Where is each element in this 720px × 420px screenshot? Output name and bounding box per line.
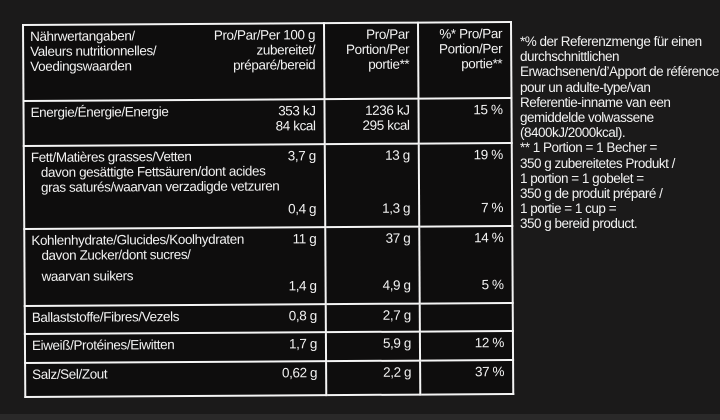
value-per100g: 1,7 g — [288, 336, 318, 352]
value-kj: 1236 kJ — [365, 102, 410, 118]
table-row-fat: Fett/Matières grasses/Vetten davon gesät… — [23, 143, 513, 229]
protein-percent-ri: 12 % — [419, 331, 514, 361]
row-label: Ballaststoffe/Fibres/Vezels — [31, 309, 180, 325]
salt-label-cell: Salz/Sel/Zout 0,62 g — [25, 361, 327, 397]
footnote-line: Erwachsenen/d’Apport de référence — [520, 64, 719, 80]
nutrition-table: Nährwertangaben/ Valeurs nutritionnelles… — [22, 21, 515, 398]
header-per-portion-line: Portion/Per — [345, 41, 410, 58]
value-kcal: 84 kcal — [275, 118, 316, 134]
sub-value-per100g: 0,4 g — [288, 201, 317, 217]
header-per-portion-line: Pro/Par — [366, 26, 410, 42]
footnote-line: Referentie-inname van een — [520, 94, 671, 110]
row-label: Energie/Énergie/Energie — [30, 104, 169, 120]
table-row-fibre: Ballaststoffe/Fibres/Vezels 0,8 g 2,7 g — [24, 303, 513, 334]
sub-row-label: waarvan suikers — [41, 268, 134, 284]
footnote: *% der Referenzmenge für einen durchschn… — [520, 34, 719, 232]
header-percent-ri: %* Pro/Par Portion/Per portie** — [417, 22, 512, 99]
header-per100g-line: préparé/bereid — [232, 57, 316, 73]
fibre-per-portion: 2,7 g — [325, 303, 420, 333]
carbs-per-portion: 37 g 4,9 g — [325, 226, 420, 305]
header-per-portion: Pro/Par Portion/Per portie** — [324, 22, 419, 100]
energy-percent-ri: 15 % — [418, 98, 512, 144]
footnote-line: 350 g bereid product. — [520, 216, 638, 232]
row-label: Kohlenhydrate/Glucides/Koolhydraten — [31, 231, 245, 248]
value-percent: 19 % — [473, 147, 503, 163]
header-per-portion-line: portie** — [368, 56, 410, 72]
fibre-label-cell: Ballaststoffe/Fibres/Vezels 0,8 g — [24, 304, 326, 334]
header-row: Nährwertangaben/ Valeurs nutritionnelles… — [23, 22, 512, 101]
table-row-carbohydrates: Kohlenhydrate/Glucides/Koolhydraten davo… — [24, 226, 513, 306]
value-percent: 15 % — [473, 102, 503, 118]
footnote-line: ** 1 Portion = 1 Becher = — [520, 140, 657, 156]
header-percent-ri-line: portie** — [461, 56, 503, 72]
value-kj: 353 kJ — [278, 103, 316, 119]
sub-value-per-portion: 1,3 g — [382, 200, 411, 216]
sub-row-label: gras saturés/waarvan verzadigde vetzuren — [40, 178, 280, 195]
value-per-portion: 13 g — [385, 147, 410, 163]
energy-label-cell: Energie/Énergie/Energie 353 kJ 84 kcal — [23, 99, 325, 146]
row-label: Fett/Matières grasses/Vetten — [30, 148, 192, 165]
bottom-edge — [0, 414, 720, 420]
sub-row-label: davon gesättigte Fettsäuren/dont acides — [40, 163, 266, 180]
carbs-percent-ri: 14 % 5 % — [419, 226, 513, 304]
carbs-label-cell: Kohlenhydrate/Glucides/Koolhydraten davo… — [24, 227, 326, 306]
salt-percent-ri: 37 % — [420, 360, 514, 395]
footnote-line: 350 g de produit préparé / — [520, 186, 663, 202]
value-per100g: 3,7 g — [287, 148, 316, 164]
fat-label-cell: Fett/Matières grasses/Vetten davon gesät… — [23, 144, 326, 229]
value-percent: 37 % — [474, 364, 505, 380]
value-per-portion: 37 g — [385, 230, 411, 246]
value-per-portion: 2,2 g — [383, 364, 412, 380]
header-per100g-line: Pro/Par/Per 100 g — [213, 27, 316, 43]
table-row-salt: Salz/Sel/Zout 0,62 g 2,2 g 37 % — [25, 360, 514, 397]
table-row-energy: Energie/Énergie/Energie 353 kJ 84 kcal 1… — [23, 98, 512, 146]
sub-value-percent: 5 % — [481, 277, 504, 293]
header-percent-ri-line: %* Pro/Par — [439, 26, 503, 42]
row-label: Salz/Sel/Zout — [32, 366, 108, 382]
fibre-percent-ri — [419, 303, 513, 332]
footnote-line: 1 portie = 1 cup = — [520, 201, 617, 217]
sub-row-label: davon Zucker/dont sucres/ — [41, 246, 191, 263]
value-per100g: 11 g — [292, 231, 317, 247]
value-per-portion: 5,9 g — [382, 335, 412, 351]
sub-value-per-portion: 4,9 g — [382, 277, 411, 293]
value-per100g: 0,8 g — [288, 308, 317, 324]
header-percent-ri-line: Portion/Per — [438, 41, 503, 57]
value-percent: 14 % — [474, 230, 504, 246]
footnote-line: 1 portion = 1 gobelet = — [520, 170, 644, 186]
value-percent: 12 % — [474, 335, 505, 351]
energy-per-portion: 1236 kJ 295 kcal — [324, 98, 419, 145]
sub-value-per100g: 1,4 g — [288, 278, 317, 294]
footnote-line: durchschnittlichen — [520, 49, 620, 65]
value-kcal: 295 kcal — [362, 117, 410, 133]
footnote-line: gemiddelde volwassene — [520, 110, 654, 126]
value-per-portion: 2,7 g — [382, 307, 411, 323]
fat-per-portion: 13 g 1,3 g — [324, 143, 420, 228]
footnote-line: (8400kJ/2000kcal). — [520, 125, 626, 141]
fat-percent-ri: 19 % 7 % — [418, 143, 513, 227]
protein-label-cell: Eiweiß/Protéines/Eiwitten 1,7 g — [24, 332, 327, 363]
row-label: Eiweiß/Protéines/Eiwitten — [31, 337, 175, 353]
footnote-line: *% der Referenzmenge für einen — [520, 34, 702, 49]
table-row-protein: Eiweiß/Protéines/Eiwitten 1,7 g 5,9 g 12… — [24, 331, 514, 363]
header-per100g-line: zubereitet/ — [256, 42, 316, 58]
salt-per-portion: 2,2 g — [326, 360, 421, 396]
footnote-line: pour un adulte-type/van — [520, 79, 651, 95]
value-per100g: 0,62 g — [281, 365, 318, 381]
sub-value-percent: 7 % — [481, 200, 504, 216]
energy-per100g: 353 kJ 84 kcal — [276, 103, 316, 133]
header-per100g: Pro/Par/Per 100 g zubereitet/ préparé/be… — [214, 27, 316, 73]
footnote-line: 350 g zubereitetes Produkt / — [520, 155, 675, 171]
header-cell-label-per100g: Nährwertangaben/ Valeurs nutritionnelles… — [23, 23, 325, 101]
protein-per-portion: 5,9 g — [325, 331, 421, 362]
nutrition-table-container: Nährwertangaben/ Valeurs nutritionnelles… — [22, 21, 515, 398]
